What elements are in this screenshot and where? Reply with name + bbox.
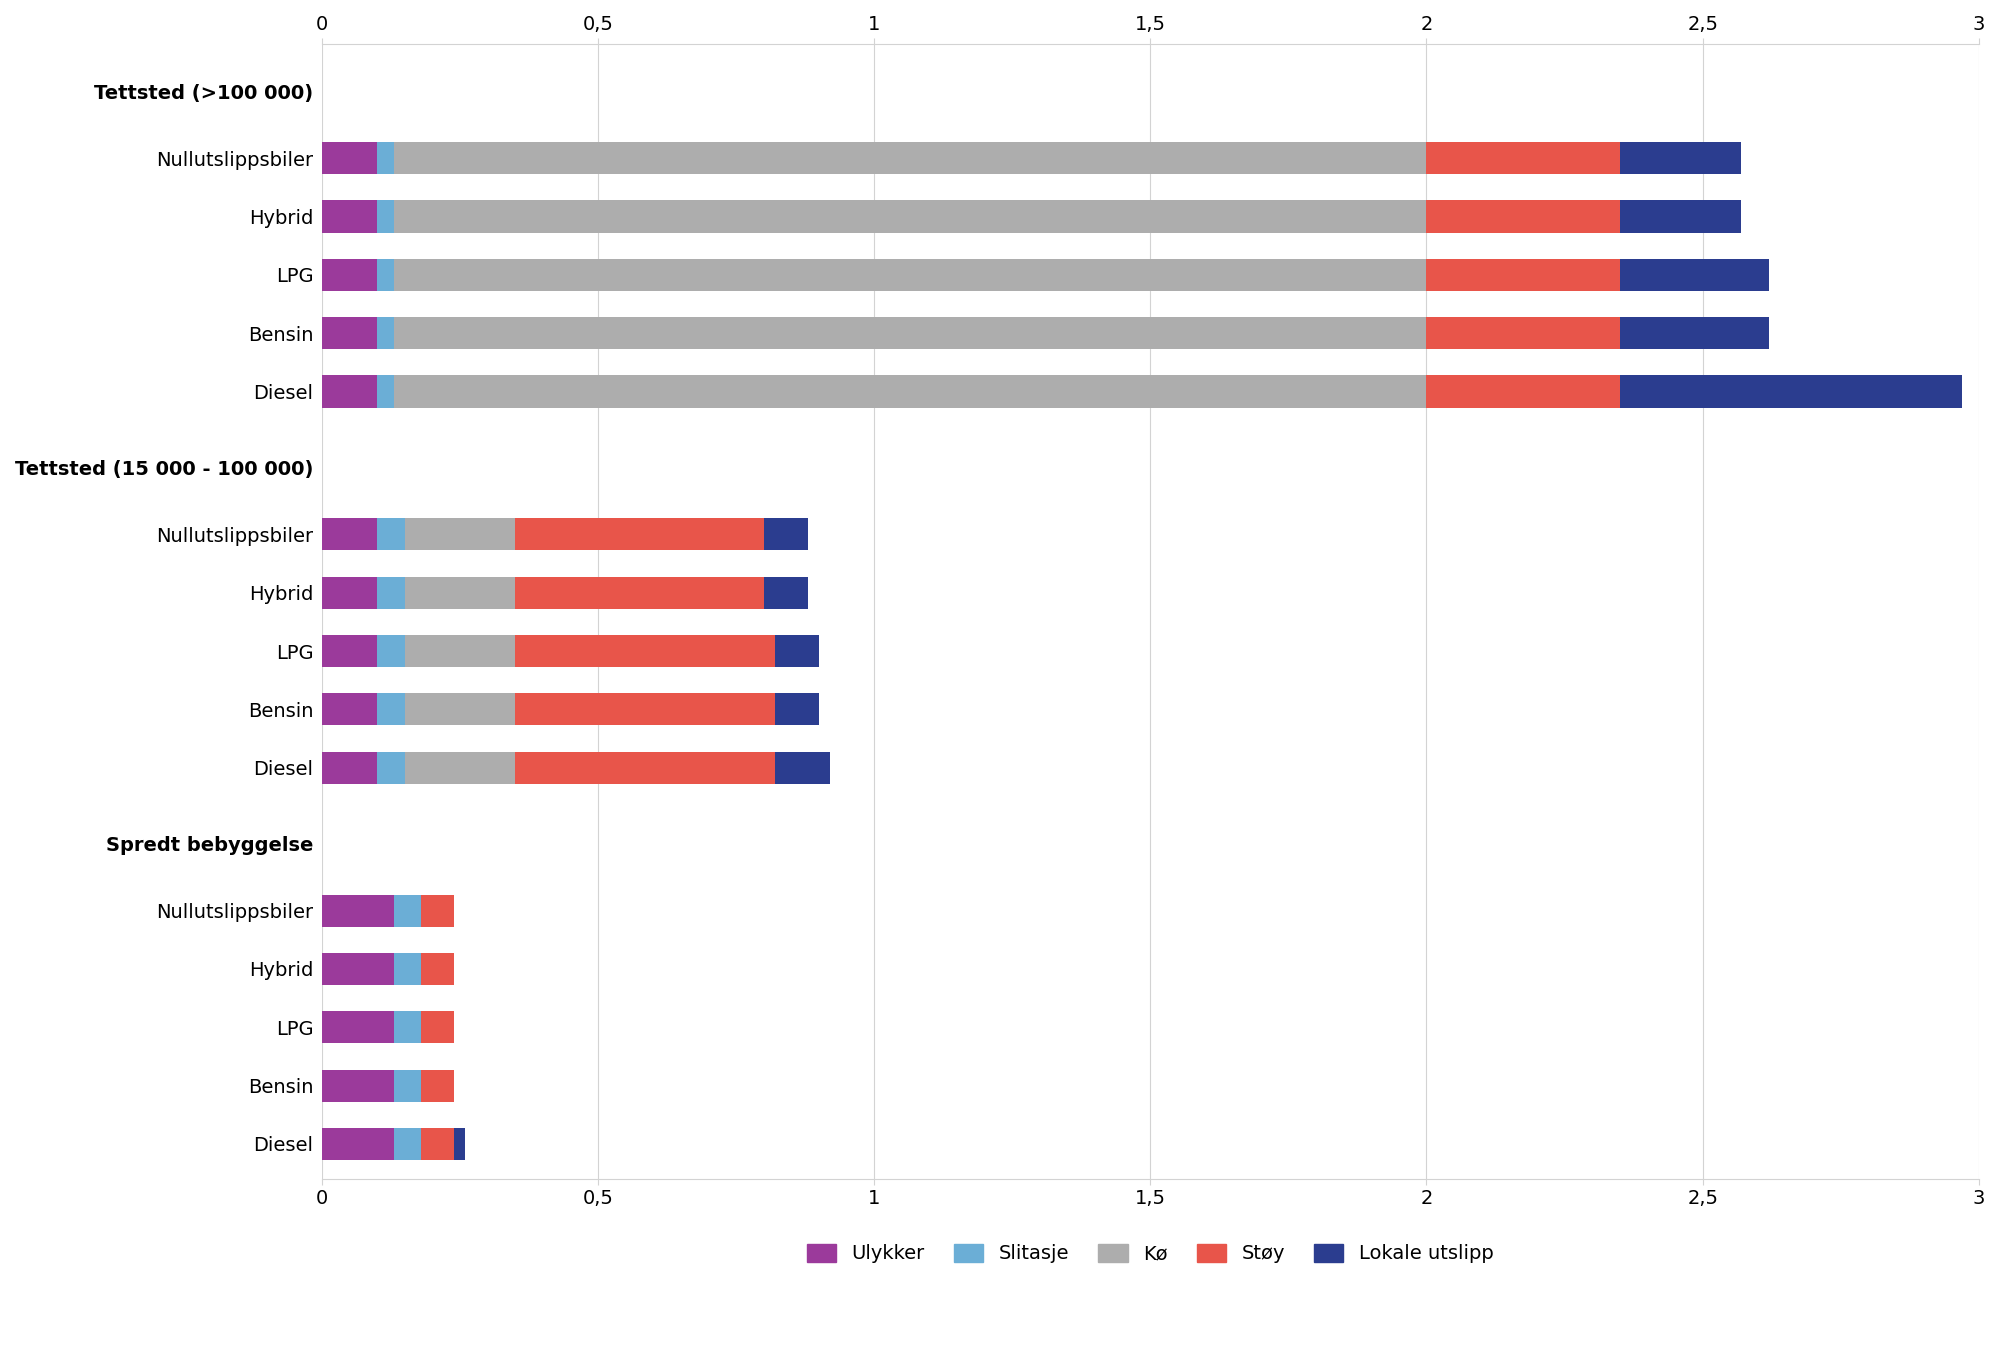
Bar bbox=[376, 577, 404, 609]
Bar bbox=[394, 375, 1426, 408]
Bar bbox=[516, 752, 774, 783]
Bar bbox=[516, 577, 764, 609]
Bar bbox=[322, 694, 376, 725]
Bar bbox=[376, 200, 394, 233]
Bar bbox=[322, 317, 376, 350]
Bar bbox=[376, 518, 404, 551]
Bar bbox=[422, 895, 454, 926]
Bar bbox=[422, 1069, 454, 1102]
Bar bbox=[376, 694, 404, 725]
Bar bbox=[774, 752, 830, 783]
Bar bbox=[376, 635, 404, 666]
Bar bbox=[764, 577, 808, 609]
Bar bbox=[322, 1012, 394, 1043]
Bar bbox=[1620, 317, 1768, 350]
Bar bbox=[516, 694, 774, 725]
Bar bbox=[322, 1127, 394, 1160]
Bar bbox=[1620, 141, 1742, 174]
Bar bbox=[322, 895, 394, 926]
Bar bbox=[516, 635, 774, 666]
Bar bbox=[1620, 200, 1742, 233]
Bar bbox=[1426, 317, 1620, 350]
Bar bbox=[394, 1069, 422, 1102]
Bar bbox=[394, 1012, 422, 1043]
Bar bbox=[322, 518, 376, 551]
Bar bbox=[322, 1069, 394, 1102]
Bar bbox=[394, 1127, 422, 1160]
Bar bbox=[322, 752, 376, 783]
Bar bbox=[404, 635, 516, 666]
Bar bbox=[394, 200, 1426, 233]
Bar bbox=[322, 577, 376, 609]
Bar bbox=[394, 258, 1426, 291]
Bar bbox=[376, 258, 394, 291]
Bar bbox=[404, 577, 516, 609]
Bar bbox=[1426, 141, 1620, 174]
Bar bbox=[404, 518, 516, 551]
Bar bbox=[394, 953, 422, 985]
Bar bbox=[422, 1012, 454, 1043]
Bar bbox=[1426, 200, 1620, 233]
Bar bbox=[774, 694, 818, 725]
Bar bbox=[394, 895, 422, 926]
Bar bbox=[422, 953, 454, 985]
Bar bbox=[1426, 258, 1620, 291]
Bar bbox=[1620, 258, 1768, 291]
Bar bbox=[394, 317, 1426, 350]
Bar bbox=[322, 200, 376, 233]
Bar bbox=[376, 375, 394, 408]
Bar bbox=[322, 258, 376, 291]
Bar bbox=[422, 1127, 454, 1160]
Bar bbox=[454, 1127, 466, 1160]
Bar bbox=[394, 141, 1426, 174]
Bar bbox=[376, 141, 394, 174]
Bar bbox=[764, 518, 808, 551]
Bar bbox=[322, 375, 376, 408]
Bar bbox=[322, 953, 394, 985]
Bar bbox=[774, 635, 818, 666]
Legend: Ulykker, Slitasje, Kø, Støy, Lokale utslipp: Ulykker, Slitasje, Kø, Støy, Lokale utsl… bbox=[800, 1236, 1502, 1272]
Bar bbox=[1620, 375, 1962, 408]
Bar bbox=[1426, 375, 1620, 408]
Bar bbox=[322, 141, 376, 174]
Bar bbox=[376, 752, 404, 783]
Bar bbox=[404, 694, 516, 725]
Bar bbox=[322, 635, 376, 666]
Bar bbox=[376, 317, 394, 350]
Bar bbox=[516, 518, 764, 551]
Bar bbox=[404, 752, 516, 783]
